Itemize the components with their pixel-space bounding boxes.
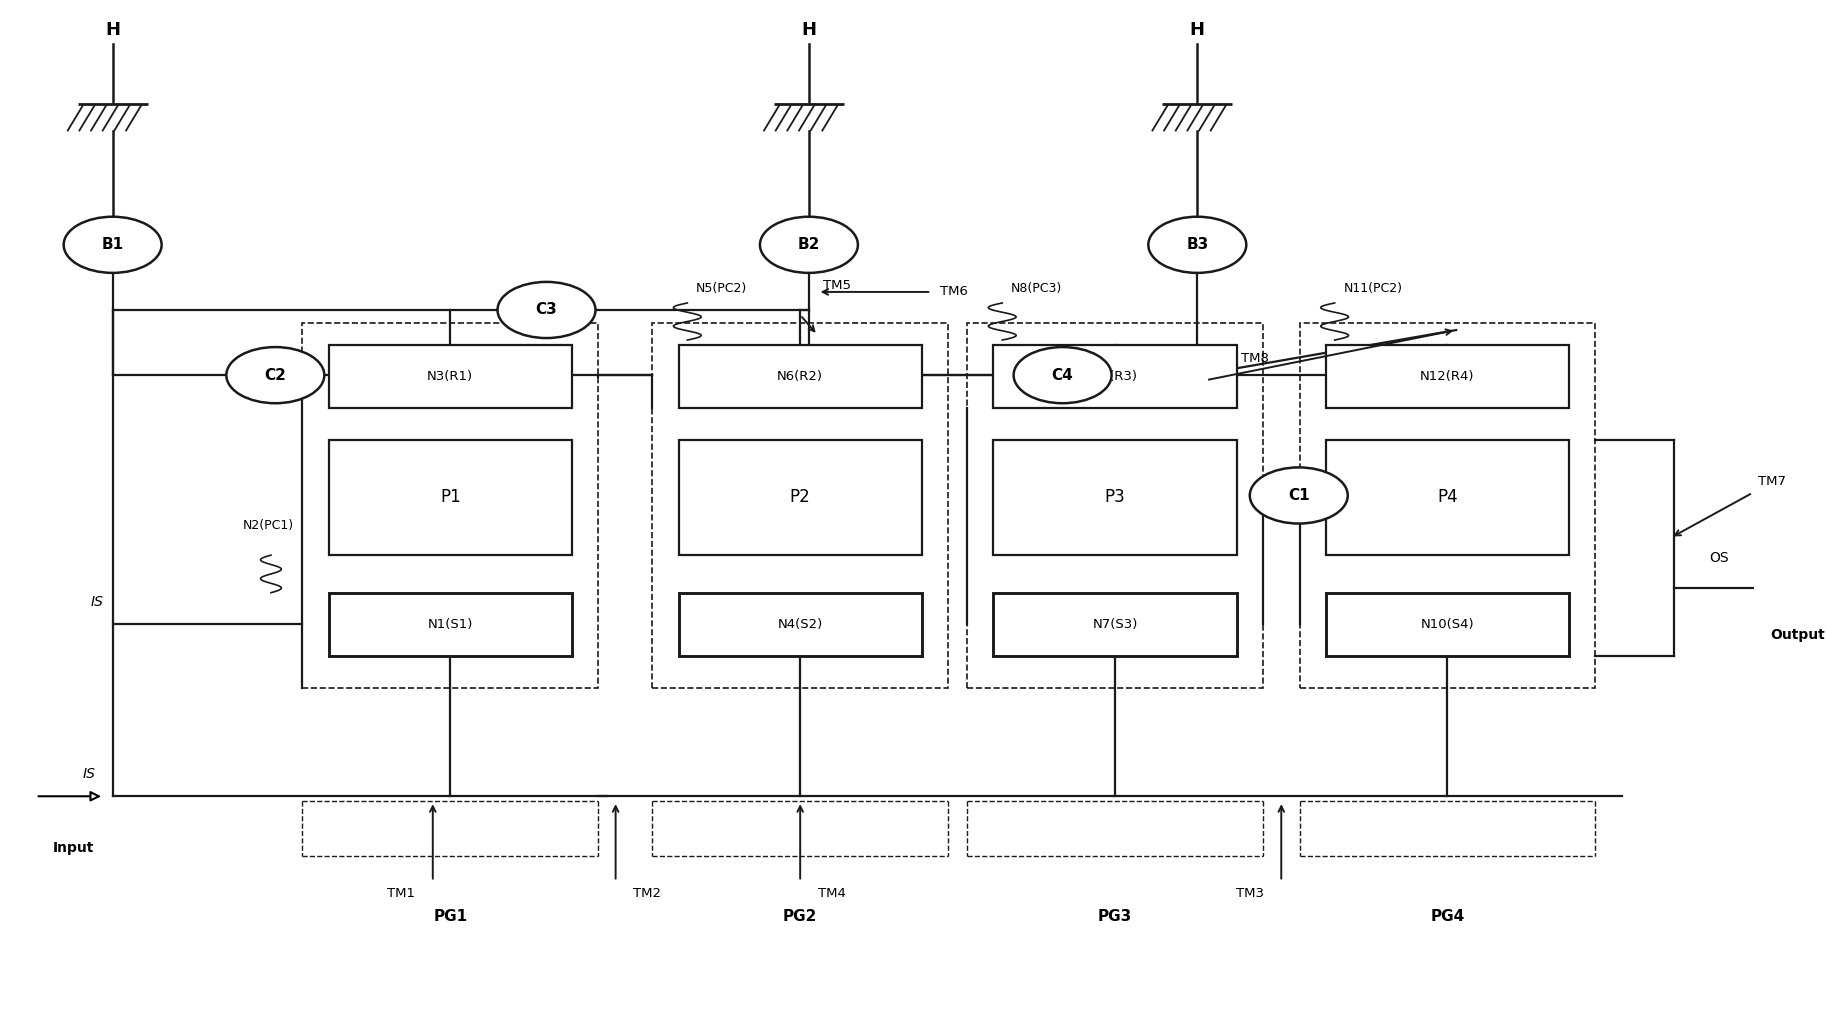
Text: H: H bbox=[106, 21, 121, 39]
Text: N8(PC3): N8(PC3) bbox=[1012, 282, 1063, 295]
Bar bbox=[993, 592, 1236, 656]
Text: P1: P1 bbox=[440, 488, 460, 507]
Bar bbox=[993, 440, 1236, 555]
Text: N2(PC1): N2(PC1) bbox=[243, 519, 294, 532]
Text: H: H bbox=[1191, 21, 1205, 39]
Text: N3(R1): N3(R1) bbox=[427, 370, 473, 383]
Circle shape bbox=[226, 347, 325, 403]
Text: N9(R3): N9(R3) bbox=[1092, 370, 1138, 383]
Bar bbox=[1326, 592, 1569, 656]
Bar bbox=[993, 345, 1236, 408]
Text: N5(PC2): N5(PC2) bbox=[696, 282, 747, 295]
Circle shape bbox=[1249, 467, 1348, 524]
Text: PG2: PG2 bbox=[783, 909, 818, 924]
Text: TM1: TM1 bbox=[387, 887, 415, 900]
Text: B3: B3 bbox=[1187, 238, 1209, 253]
Text: TM3: TM3 bbox=[1236, 887, 1264, 900]
Text: TM5: TM5 bbox=[824, 279, 851, 292]
Bar bbox=[968, 324, 1264, 687]
Circle shape bbox=[760, 216, 858, 273]
Bar bbox=[679, 345, 922, 408]
Text: TM6: TM6 bbox=[940, 285, 968, 298]
Text: H: H bbox=[802, 21, 816, 39]
Bar bbox=[652, 324, 948, 687]
Text: P4: P4 bbox=[1437, 488, 1457, 507]
Text: B2: B2 bbox=[798, 238, 820, 253]
Text: TM4: TM4 bbox=[818, 887, 845, 900]
Bar bbox=[679, 592, 922, 656]
Text: TM7: TM7 bbox=[1758, 475, 1786, 487]
Circle shape bbox=[64, 216, 163, 273]
Text: TM8: TM8 bbox=[1242, 352, 1269, 365]
Text: Output: Output bbox=[1769, 628, 1824, 642]
Text: C2: C2 bbox=[265, 368, 287, 382]
Circle shape bbox=[497, 282, 595, 338]
Bar bbox=[329, 345, 572, 408]
Bar bbox=[1300, 324, 1596, 687]
Text: N1(S1): N1(S1) bbox=[427, 618, 473, 631]
Bar bbox=[303, 324, 599, 687]
Text: N12(R4): N12(R4) bbox=[1421, 370, 1475, 383]
Text: TM2: TM2 bbox=[634, 887, 661, 900]
Text: B1: B1 bbox=[102, 238, 124, 253]
Text: P3: P3 bbox=[1105, 488, 1125, 507]
Text: N4(S2): N4(S2) bbox=[778, 618, 824, 631]
Bar bbox=[1326, 440, 1569, 555]
Bar bbox=[329, 592, 572, 656]
Text: C4: C4 bbox=[1052, 368, 1074, 382]
Text: PG1: PG1 bbox=[433, 909, 467, 924]
Text: PG4: PG4 bbox=[1430, 909, 1464, 924]
Text: N6(R2): N6(R2) bbox=[778, 370, 824, 383]
Circle shape bbox=[1149, 216, 1247, 273]
Text: N10(S4): N10(S4) bbox=[1421, 618, 1474, 631]
Text: IS: IS bbox=[91, 595, 104, 610]
Text: N11(PC2): N11(PC2) bbox=[1344, 282, 1402, 295]
Bar bbox=[679, 440, 922, 555]
Text: C1: C1 bbox=[1287, 488, 1309, 503]
Text: P2: P2 bbox=[791, 488, 811, 507]
Text: N7(S3): N7(S3) bbox=[1092, 618, 1138, 631]
Text: Input: Input bbox=[53, 841, 95, 855]
Bar bbox=[329, 440, 572, 555]
Circle shape bbox=[1013, 347, 1112, 403]
Text: PG3: PG3 bbox=[1097, 909, 1132, 924]
Text: IS: IS bbox=[82, 767, 95, 782]
Text: OS: OS bbox=[1709, 551, 1729, 565]
Bar bbox=[1326, 345, 1569, 408]
Text: C3: C3 bbox=[535, 302, 557, 317]
